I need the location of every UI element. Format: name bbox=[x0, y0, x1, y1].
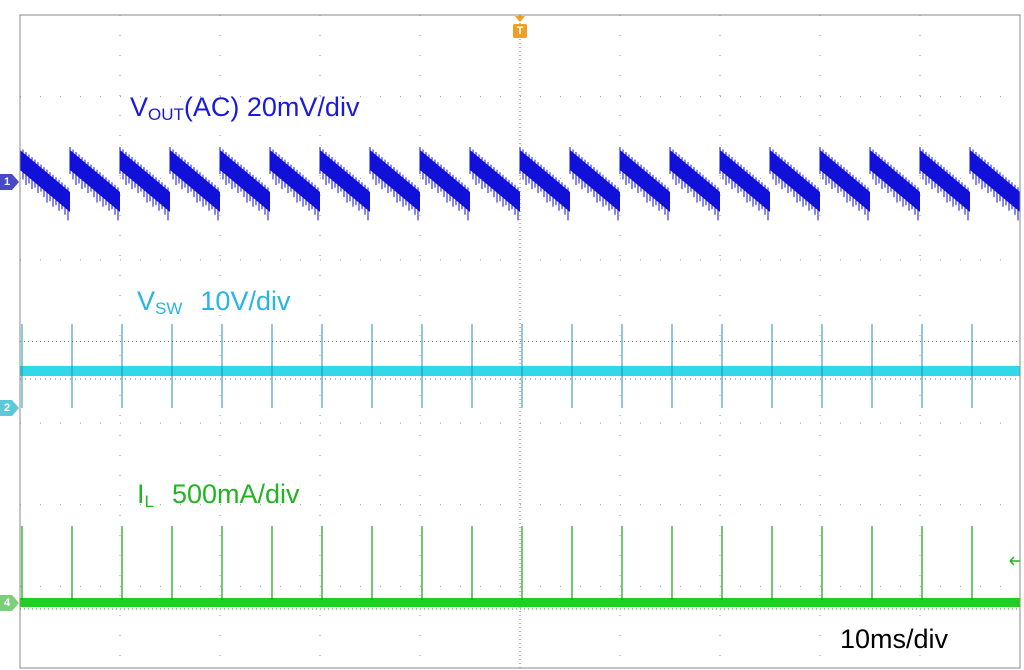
trigger-level-arrow bbox=[1009, 556, 1020, 566]
timebase-label: 10ms/div bbox=[840, 624, 949, 654]
trigger-marker: T bbox=[513, 16, 527, 38]
il-trace bbox=[20, 598, 1020, 607]
channel-2-marker: 2 bbox=[0, 400, 19, 416]
channel-1-marker: 1 bbox=[0, 174, 19, 190]
marker-text: T bbox=[517, 25, 524, 37]
waveforms bbox=[19, 147, 1020, 610]
channel-4-label: IL 500mA/div bbox=[137, 479, 300, 511]
marker-text: 4 bbox=[4, 597, 11, 609]
channel-1-label: VOUT(AC) 20mV/div bbox=[130, 92, 360, 124]
graticule bbox=[20, 15, 1020, 668]
marker-text: 1 bbox=[4, 176, 10, 188]
plot-border bbox=[19, 14, 1021, 669]
channel-2-label: VSW 10V/div bbox=[137, 286, 291, 318]
channel-4-marker: 4 bbox=[0, 595, 19, 611]
marker-text: 2 bbox=[4, 402, 10, 414]
vsw-trace bbox=[20, 366, 1020, 376]
